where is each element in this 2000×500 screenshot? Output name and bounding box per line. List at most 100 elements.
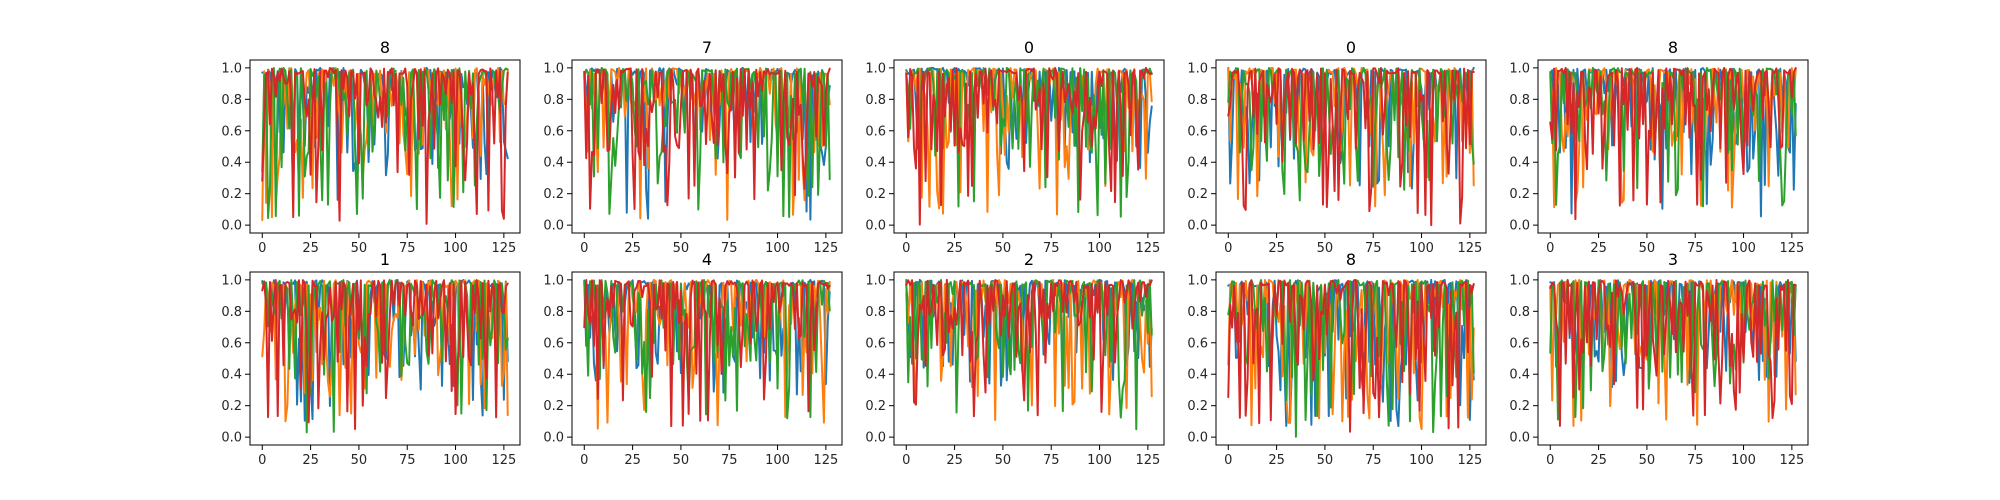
x-tick-label: 100	[443, 453, 468, 468]
y-tick-label: 0.0	[221, 219, 242, 234]
x-tick-label: 50	[673, 453, 690, 468]
y-tick-label: 1.0	[1187, 273, 1208, 288]
subplot-title: 8	[1668, 38, 1678, 57]
series-line-3	[905, 66, 1153, 218]
series-group	[905, 66, 1153, 226]
subplot-9: 8 0 25 50 75 100 125 0.0 0.2 0.4 0.6 0.8 1.0	[1187, 250, 1487, 468]
x-tick-label: 0	[902, 241, 910, 256]
x-tick-label: 125	[813, 453, 838, 468]
y-tick-label: 1.0	[1509, 61, 1530, 76]
y-tick-label: 0.4	[1187, 156, 1208, 171]
y-tick-label: 1.0	[543, 61, 564, 76]
y-tick-label: 0.4	[221, 156, 242, 171]
subplot-8: 2 0 25 50 75 100 125 0.0 0.2 0.4 0.6 0.8 1.0	[865, 250, 1165, 468]
x-tick-label: 0	[902, 453, 910, 468]
x-tick-label: 125	[1779, 453, 1804, 468]
subplot-title: 7	[702, 38, 712, 57]
y-tick-label: 0.0	[543, 219, 564, 234]
x-tick-label: 100	[1087, 241, 1112, 256]
y-tick-label: 0.8	[865, 93, 886, 108]
series-line-4	[261, 66, 509, 225]
subplot-title: 0	[1346, 38, 1356, 57]
x-tick-label: 0	[580, 453, 588, 468]
subplot-title: 4	[702, 250, 712, 269]
y-tick-label: 0.8	[221, 305, 242, 320]
y-tick-label: 0.2	[1187, 399, 1208, 414]
x-tick-label: 25	[1590, 241, 1607, 256]
y-tick-label: 0.0	[221, 431, 242, 446]
y-tick-label: 0.8	[1187, 93, 1208, 108]
y-tick-label: 0.2	[221, 187, 242, 202]
y-tick-label: 0.2	[865, 187, 886, 202]
y-tick-label: 1.0	[543, 273, 564, 288]
y-tick-label: 0.6	[1509, 124, 1530, 139]
x-tick-label: 50	[1317, 241, 1334, 256]
series-group	[1227, 66, 1475, 227]
series-line-3	[583, 66, 831, 218]
series-group	[583, 278, 831, 430]
y-tick-label: 0.4	[543, 156, 564, 171]
x-tick-label: 0	[580, 241, 588, 256]
subplot-6: 1 0 25 50 75 100 125 0.0 0.2 0.4 0.6 0.8 1.0	[221, 250, 521, 468]
x-tick-label: 125	[491, 241, 516, 256]
x-tick-label: 50	[351, 241, 368, 256]
x-tick-label: 75	[399, 453, 416, 468]
subplot-1: 8 0 25 50 75 100 125 0.0 0.2 0.4 0.6 0.8 1.0	[221, 38, 521, 256]
x-tick-label: 75	[1043, 241, 1060, 256]
subplot-title: 8	[380, 38, 390, 57]
y-tick-label: 0.2	[865, 399, 886, 414]
y-tick-label: 1.0	[221, 61, 242, 76]
y-tick-label: 0.0	[865, 431, 886, 446]
y-tick-label: 0.4	[1509, 368, 1530, 383]
x-tick-label: 0	[258, 453, 266, 468]
y-tick-label: 0.2	[1509, 399, 1530, 414]
y-tick-label: 1.0	[221, 273, 242, 288]
y-tick-label: 0.4	[221, 368, 242, 383]
subplot-5: 8 0 25 50 75 100 125 0.0 0.2 0.4 0.6 0.8 1.0	[1509, 38, 1809, 256]
x-tick-label: 25	[946, 453, 963, 468]
series-line-2	[1549, 67, 1797, 209]
y-tick-label: 0.6	[865, 124, 886, 139]
y-tick-label: 0.6	[865, 336, 886, 351]
x-tick-label: 75	[1043, 453, 1060, 468]
y-tick-label: 0.4	[1509, 156, 1530, 171]
x-tick-label: 50	[1317, 453, 1334, 468]
y-tick-label: 0.2	[221, 399, 242, 414]
x-tick-label: 25	[624, 453, 641, 468]
subplot-2: 7 0 25 50 75 100 125 0.0 0.2 0.4 0.6 0.8 1.0	[543, 38, 843, 256]
subplot-10: 3 0 25 50 75 100 125 0.0 0.2 0.4 0.6 0.8 1.0	[1509, 250, 1809, 468]
x-tick-label: 125	[1457, 453, 1482, 468]
series-line-4	[583, 279, 831, 428]
y-tick-label: 1.0	[865, 61, 886, 76]
subplot-title: 1	[380, 250, 390, 269]
series-group	[1549, 66, 1797, 221]
y-tick-label: 0.6	[1509, 336, 1530, 351]
series-line-3	[1227, 67, 1475, 202]
x-tick-label: 0	[1224, 241, 1232, 256]
y-tick-label: 1.0	[1187, 61, 1208, 76]
x-tick-label: 100	[765, 453, 790, 468]
x-tick-label: 75	[1365, 241, 1382, 256]
y-tick-label: 0.4	[1187, 368, 1208, 383]
x-tick-label: 75	[1687, 453, 1704, 468]
x-tick-label: 100	[765, 241, 790, 256]
y-tick-label: 0.4	[865, 156, 886, 171]
y-tick-label: 0.0	[1187, 219, 1208, 234]
x-tick-label: 100	[1087, 453, 1112, 468]
x-tick-label: 100	[1409, 241, 1434, 256]
x-tick-label: 25	[946, 241, 963, 256]
x-tick-label: 25	[1590, 453, 1607, 468]
x-tick-label: 50	[995, 453, 1012, 468]
y-tick-label: 0.0	[1187, 431, 1208, 446]
x-tick-label: 25	[302, 241, 319, 256]
x-tick-label: 25	[1268, 453, 1285, 468]
series-group	[1549, 278, 1797, 427]
y-tick-label: 0.2	[543, 399, 564, 414]
x-tick-label: 50	[1639, 241, 1656, 256]
y-tick-label: 0.6	[221, 336, 242, 351]
subplot-title: 8	[1346, 250, 1356, 269]
x-tick-label: 125	[1457, 241, 1482, 256]
series-line-4	[905, 278, 1153, 418]
y-tick-label: 0.6	[543, 124, 564, 139]
